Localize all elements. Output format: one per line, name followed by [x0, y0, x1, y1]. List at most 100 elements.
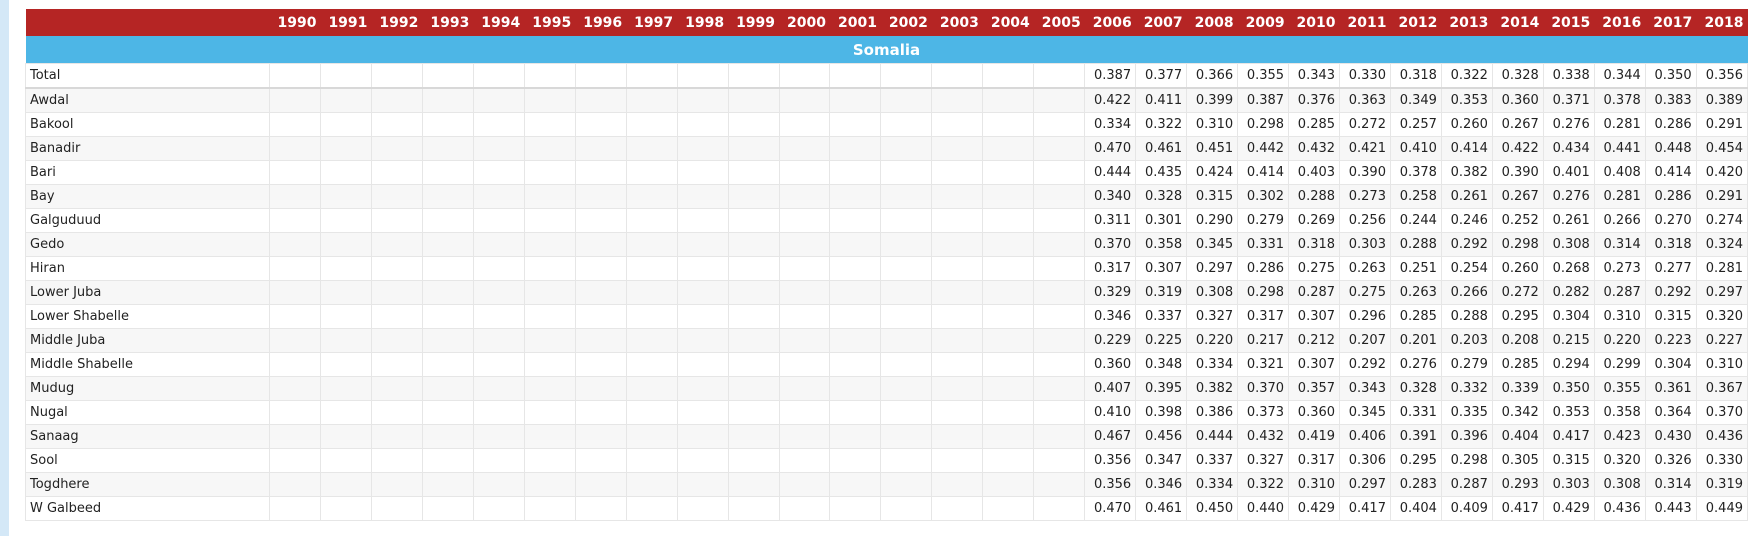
table-row: Middle Shabelle 0.360 0.348 0.334 0.321 0.307… — [25, 352, 1749, 377]
empty-cell — [880, 352, 933, 377]
value-cell: 0.291 — [1695, 112, 1749, 137]
value-cell: 0.274 — [1695, 208, 1749, 233]
value-cell: 0.317 — [1288, 448, 1341, 473]
value-cell: 0.399 — [1186, 87, 1239, 113]
value-cell: 0.424 — [1186, 160, 1239, 185]
value-cell: 0.377 — [1135, 63, 1188, 89]
empty-cell — [269, 352, 321, 377]
value-cell: 0.244 — [1389, 208, 1442, 233]
empty-cell — [269, 280, 321, 305]
year-header: 2001 — [829, 9, 881, 36]
year-header: 2013 — [1441, 9, 1493, 36]
value-cell: 0.318 — [1389, 63, 1442, 89]
empty-cell — [676, 472, 729, 497]
empty-cell — [727, 304, 780, 329]
empty-cell — [1033, 496, 1086, 521]
value-cell: 0.328 — [1135, 184, 1188, 209]
value-cell: 0.355 — [1593, 376, 1646, 401]
empty-cell — [269, 400, 321, 425]
value-cell: 0.383 — [1644, 87, 1697, 113]
value-cell: 0.298 — [1237, 112, 1290, 137]
value-cell: 0.417 — [1542, 424, 1595, 449]
value-cell: 0.361 — [1644, 376, 1697, 401]
value-cell: 0.350 — [1644, 63, 1697, 89]
value-cell: 0.287 — [1440, 472, 1493, 497]
value-cell: 0.267 — [1491, 112, 1544, 137]
empty-cell — [1033, 232, 1086, 257]
empty-cell — [982, 208, 1035, 233]
empty-cell — [778, 256, 831, 281]
value-cell: 0.414 — [1644, 160, 1697, 185]
empty-cell — [982, 496, 1035, 521]
empty-cell — [931, 304, 984, 329]
value-cell: 0.370 — [1084, 232, 1137, 257]
empty-cell — [319, 424, 372, 449]
empty-cell — [625, 400, 678, 425]
year-header: 1996 — [575, 9, 627, 36]
value-cell: 0.208 — [1491, 328, 1544, 353]
value-cell: 0.261 — [1542, 208, 1595, 233]
row-name: Lower Juba — [25, 280, 270, 305]
empty-cell — [523, 280, 576, 305]
year-header: 1999 — [728, 9, 780, 36]
empty-cell — [523, 160, 576, 185]
empty-cell — [319, 112, 372, 137]
row-name: Bari — [25, 160, 270, 185]
value-cell: 0.404 — [1389, 496, 1442, 521]
empty-cell — [829, 160, 882, 185]
year-header: 2007 — [1135, 9, 1187, 36]
year-header: 2000 — [779, 9, 830, 36]
value-cell: 0.307 — [1288, 304, 1341, 329]
empty-cell — [574, 376, 627, 401]
empty-cell — [269, 232, 321, 257]
value-cell: 0.371 — [1542, 87, 1595, 113]
year-header: 2002 — [880, 9, 932, 36]
value-cell: 0.340 — [1084, 184, 1137, 209]
side-strip — [0, 0, 9, 536]
empty-cell — [523, 424, 576, 449]
value-cell: 0.298 — [1491, 232, 1544, 257]
value-cell: 0.360 — [1491, 87, 1544, 113]
value-cell: 0.310 — [1695, 352, 1749, 377]
empty-cell — [676, 496, 729, 521]
value-cell: 0.331 — [1389, 400, 1442, 425]
empty-cell — [1033, 424, 1086, 449]
empty-cell — [421, 496, 474, 521]
empty-cell — [370, 136, 423, 161]
empty-cell — [778, 208, 831, 233]
value-cell: 0.411 — [1135, 87, 1188, 113]
table-row: Nugal 0.410 0.398 0.386 0.373 0.360 0.345 0.331… — [25, 400, 1749, 425]
empty-cell — [727, 63, 780, 89]
value-cell: 0.285 — [1389, 304, 1442, 329]
value-cell: 0.251 — [1389, 256, 1442, 281]
value-cell: 0.346 — [1135, 472, 1188, 497]
empty-cell — [472, 232, 525, 257]
empty-cell — [370, 112, 423, 137]
value-cell: 0.360 — [1288, 400, 1341, 425]
empty-cell — [523, 136, 576, 161]
empty-cell — [523, 232, 576, 257]
empty-cell — [472, 256, 525, 281]
empty-cell — [319, 496, 372, 521]
empty-cell — [778, 232, 831, 257]
value-cell: 0.303 — [1339, 232, 1391, 257]
value-cell: 0.387 — [1237, 87, 1290, 113]
value-cell: 0.421 — [1339, 136, 1391, 161]
value-cell: 0.263 — [1389, 280, 1442, 305]
value-cell: 0.279 — [1237, 208, 1290, 233]
empty-cell — [778, 352, 831, 377]
value-cell: 0.276 — [1389, 352, 1442, 377]
table-row: Lower Juba 0.329 0.319 0.308 0.298 0.287 0.275… — [25, 280, 1749, 305]
empty-cell — [727, 328, 780, 353]
value-cell: 0.320 — [1593, 448, 1646, 473]
row-name: Banadir — [25, 136, 270, 161]
empty-cell — [1033, 472, 1086, 497]
value-cell: 0.435 — [1135, 160, 1188, 185]
empty-cell — [676, 400, 729, 425]
empty-cell — [982, 112, 1035, 137]
value-cell: 0.298 — [1237, 280, 1290, 305]
empty-cell — [982, 256, 1035, 281]
empty-cell — [931, 448, 984, 473]
empty-cell — [319, 352, 372, 377]
empty-cell — [574, 280, 627, 305]
